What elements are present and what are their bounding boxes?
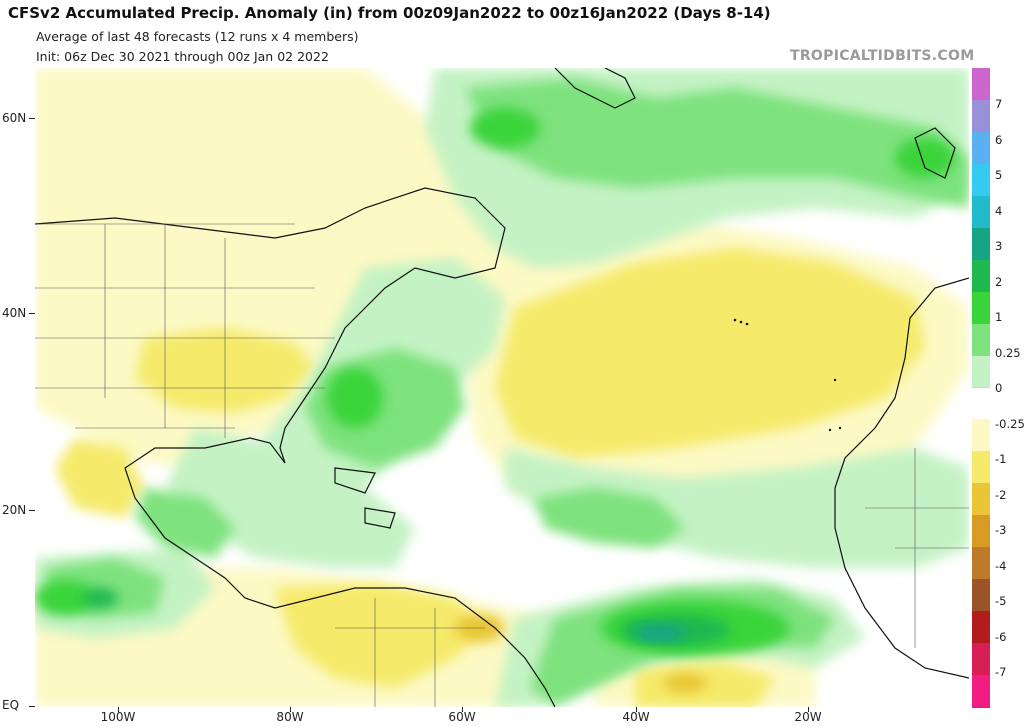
colorbar-cell	[972, 227, 990, 261]
colorbar-label: -1	[995, 452, 1007, 466]
colorbar	[972, 68, 990, 708]
colorbar-cell	[972, 291, 990, 325]
colorbar-label: -3	[995, 523, 1007, 537]
lon-tick	[462, 707, 463, 712]
colorbar-cell	[972, 323, 990, 357]
colorbar-cell	[972, 387, 990, 421]
colorbar-cell	[972, 483, 990, 517]
colorbar-label: -4	[995, 559, 1007, 573]
colorbar-cell	[972, 451, 990, 485]
colorbar-cell	[972, 419, 990, 453]
lon-tick	[290, 707, 291, 712]
lon-tick	[118, 707, 119, 712]
colorbar-label: 0	[995, 381, 1003, 395]
lat-label-20n: 20N	[2, 503, 27, 517]
map-canvas	[35, 68, 969, 707]
colorbar-label: 2	[995, 275, 1003, 289]
colorbar-cell	[972, 259, 990, 293]
colorbar-label: 5	[995, 168, 1003, 182]
extreme-wet-anomaly-cores	[634, 624, 686, 642]
colorbar-cell	[972, 515, 990, 549]
atlantic-islands	[733, 318, 842, 432]
lat-label-60n: 60N	[2, 111, 27, 125]
colorbar-cell	[972, 579, 990, 613]
lon-label-60w: 60W	[448, 710, 476, 724]
coastlines	[35, 68, 969, 707]
precip-anomaly-map	[35, 68, 969, 707]
colorbar-label: -7	[995, 665, 1007, 679]
init-line: Init: 06z Dec 30 2021 through 00z Jan 02…	[36, 49, 329, 64]
colorbar-cell	[972, 195, 990, 229]
colorbar-label: 0.25	[995, 346, 1021, 360]
colorbar-cell	[972, 163, 990, 197]
colorbar-label: -0.25	[995, 417, 1024, 431]
colorbar-cell	[972, 99, 990, 133]
colorbar-cell	[972, 611, 990, 645]
colorbar-cell	[972, 675, 990, 708]
lat-tick	[29, 313, 35, 314]
colorbar-label: -6	[995, 630, 1007, 644]
lat-label-40n: 40N	[2, 306, 27, 320]
colorbar-label: 4	[995, 204, 1003, 218]
map-subtitle: Average of last 48 forecasts (12 runs x …	[36, 29, 359, 44]
lat-label-eq: EQ	[2, 698, 20, 712]
colorbar-label: 6	[995, 133, 1003, 147]
colorbar-label: -2	[995, 488, 1007, 502]
map-title: CFSv2 Accumulated Precip. Anomaly (in) f…	[8, 4, 771, 22]
lon-tick	[636, 707, 637, 712]
lat-tick	[29, 706, 35, 707]
lon-label-80w: 80W	[276, 710, 304, 724]
colorbar-cell	[972, 355, 990, 389]
lon-tick	[808, 707, 809, 712]
colorbar-cell	[972, 131, 990, 165]
brand-watermark: TROPICALTIDBITS.COM	[790, 48, 975, 64]
colorbar-label: 7	[995, 97, 1003, 111]
colorbar-cell	[972, 547, 990, 581]
colorbar-cell	[972, 643, 990, 677]
political-borders	[35, 223, 969, 707]
colorbar-label: 3	[995, 239, 1003, 253]
lon-label-100w: 100W	[100, 710, 136, 724]
lon-label-20w: 20W	[794, 710, 822, 724]
colorbar-label: -5	[995, 594, 1007, 608]
colorbar-label: 1	[995, 310, 1003, 324]
lat-tick	[29, 510, 35, 511]
colorbar-cell	[972, 68, 990, 101]
lon-label-40w: 40W	[622, 710, 650, 724]
lat-tick	[29, 118, 35, 119]
